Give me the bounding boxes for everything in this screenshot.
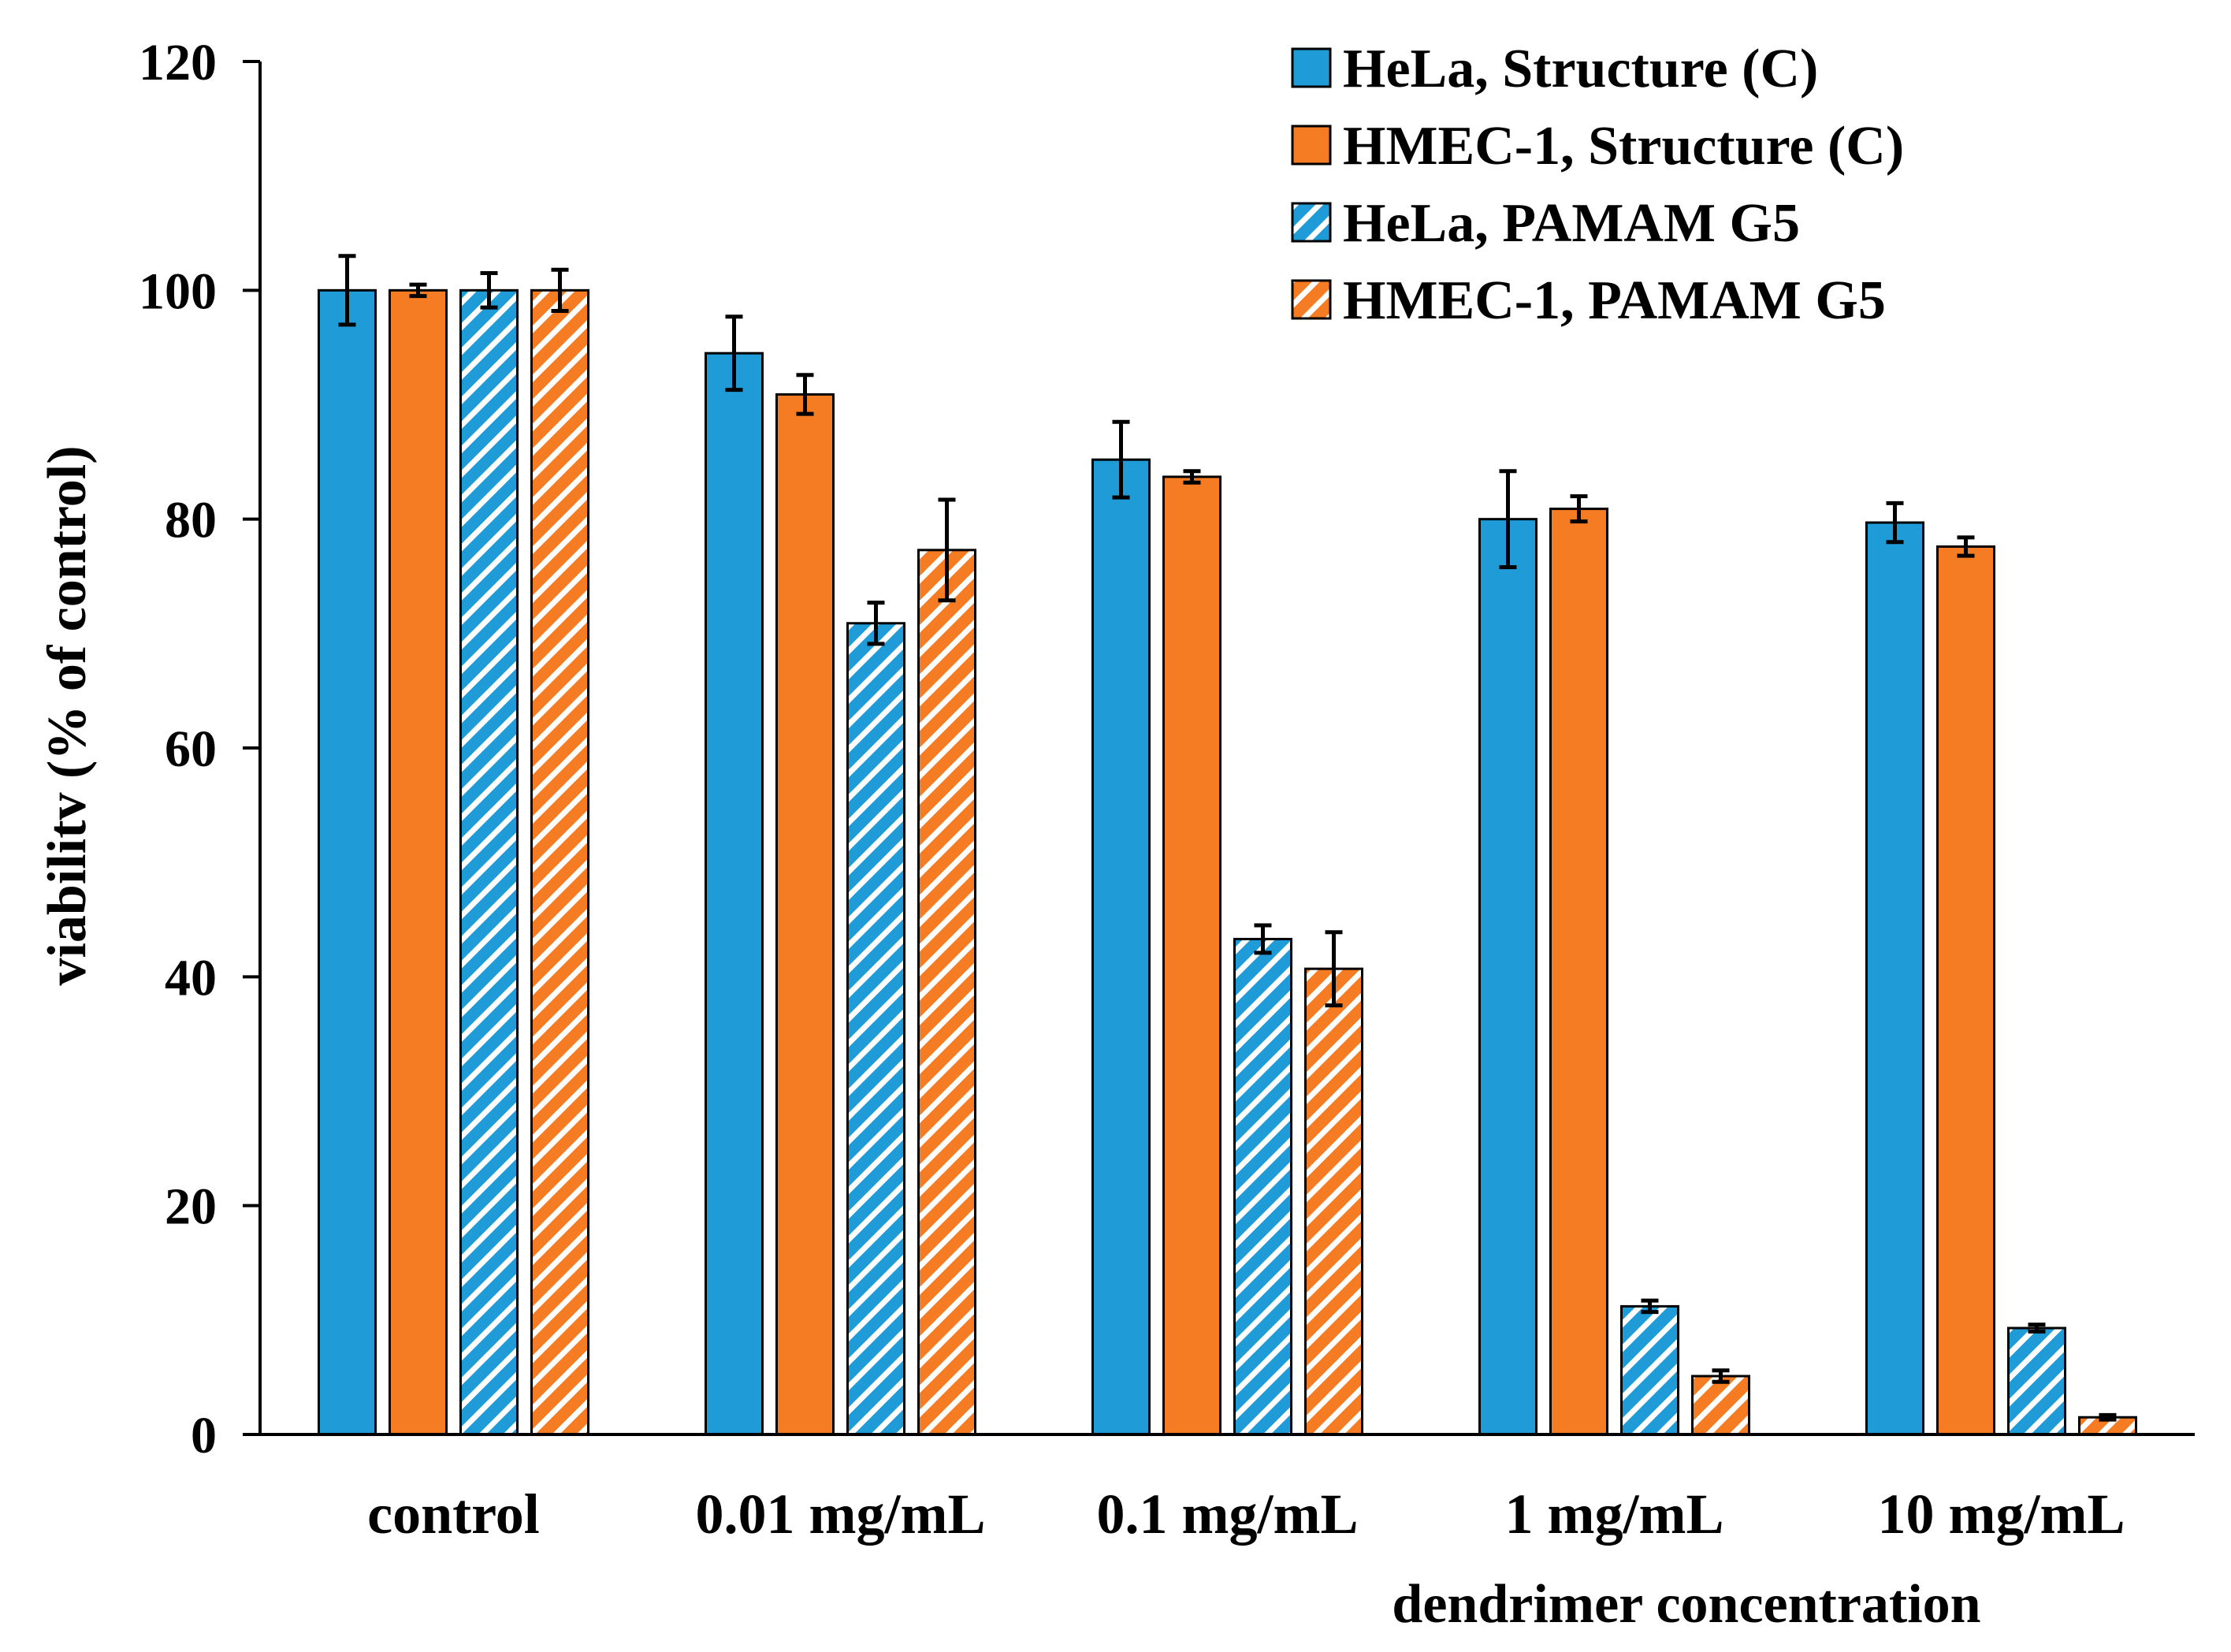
bars-layer (318, 288, 2137, 1436)
legend-swatch-4 (1291, 279, 1332, 320)
y-tick-label-2: 20 (165, 1178, 217, 1236)
legend-label-3: HeLa, PAMAM G5 (1343, 193, 1800, 254)
x-tick-label-5: 10 mg/mL (1878, 1483, 2125, 1546)
bar-3-5 (2007, 1326, 2066, 1436)
legend: HeLa, Structure (C) HMEC-1, Structure (C)… (1291, 39, 1904, 331)
legend-label-1: HeLa, Structure (C) (1343, 39, 1818, 99)
x-tick-label-1: control (367, 1483, 540, 1546)
legend-swatch-1 (1291, 47, 1332, 88)
bar-2-5 (1936, 545, 1995, 1436)
y-axis-title: viabilitv (% of control) (37, 445, 98, 985)
legend-label-2: HMEC-1, Structure (C) (1343, 116, 1904, 177)
y-tick-label-1: 0 (191, 1407, 217, 1464)
y-tick-label-4: 60 (165, 720, 217, 778)
bar-3-2 (846, 622, 905, 1436)
bar-3-3 (1233, 937, 1292, 1436)
y-tick-label-3: 40 (165, 949, 217, 1006)
y-axis-ticks: 0 20 40 60 80 100 120 (139, 34, 260, 1464)
y-tick-label-5: 80 (165, 492, 217, 549)
bar-3-1 (459, 288, 519, 1436)
bar-2-4 (1549, 508, 1608, 1436)
bar-4-2 (917, 549, 976, 1436)
bar-1-5 (1865, 521, 1924, 1436)
bar-2-2 (775, 393, 835, 1436)
x-tick-label-3: 0.1 mg/mL (1097, 1483, 1359, 1546)
bar-1-2 (705, 352, 764, 1436)
y-tick-label-7: 120 (139, 34, 217, 91)
x-tick-label-4: 1 mg/mL (1505, 1483, 1724, 1546)
bar-1-1 (318, 288, 377, 1436)
bar-3-4 (1620, 1304, 1679, 1436)
bar-2-1 (389, 288, 448, 1436)
x-axis-title: dendrimer concentration (1392, 1574, 1980, 1635)
bar-4-1 (530, 288, 589, 1436)
legend-swatch-3 (1291, 202, 1332, 243)
legend-label-4: HMEC-1, PAMAM G5 (1343, 270, 1886, 331)
y-tick-label-6: 100 (139, 262, 217, 320)
bar-4-3 (1304, 967, 1363, 1436)
bar-4-4 (1691, 1375, 1750, 1436)
legend-swatch-2 (1291, 125, 1332, 166)
bar-1-4 (1478, 518, 1538, 1436)
x-tick-label-2: 0.01 mg/mL (696, 1483, 986, 1546)
bar-1-3 (1091, 458, 1151, 1436)
x-axis-categories: control 0.01 mg/mL 0.1 mg/mL 1 mg/mL 10 mg/m… (367, 1483, 2125, 1546)
bar-2-3 (1162, 475, 1221, 1436)
error-bars-layer (338, 254, 2117, 1422)
